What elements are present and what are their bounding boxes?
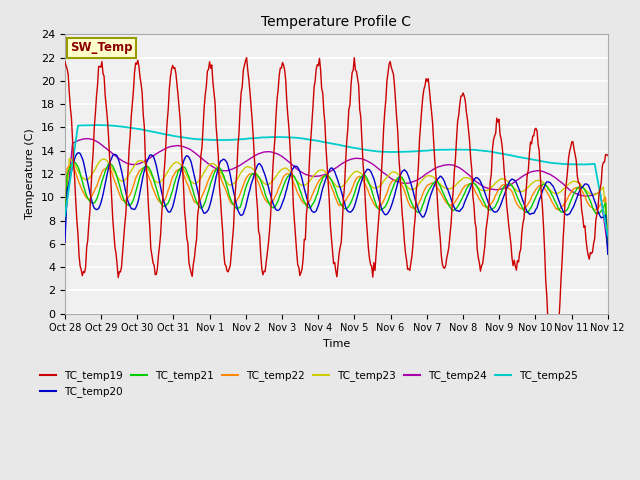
Line: TC_temp24: TC_temp24 [65, 139, 608, 248]
TC_temp23 [604, 239, 612, 245]
TC_temp21 [385, 195, 393, 201]
TC_temp24 [385, 174, 393, 180]
TC_temp22 [604, 240, 612, 246]
TC_temp19 [550, 374, 557, 380]
TC_temp19 [356, 107, 364, 112]
TC_temp25 [507, 153, 515, 158]
TC_temp25 [95, 122, 102, 128]
Line: TC_temp19: TC_temp19 [65, 58, 608, 377]
TC_temp25 [592, 167, 600, 173]
TC_temp20 [385, 208, 393, 214]
TC_temp25 [61, 213, 68, 219]
TC_temp19 [385, 61, 393, 67]
TC_temp24 [604, 245, 612, 251]
TC_temp24 [323, 170, 331, 176]
Line: TC_temp23: TC_temp23 [65, 159, 608, 242]
TC_temp20 [507, 177, 515, 183]
TC_temp20 [320, 182, 328, 188]
Line: TC_temp25: TC_temp25 [65, 125, 608, 236]
Line: TC_temp22: TC_temp22 [65, 165, 608, 243]
TC_temp20 [356, 184, 364, 190]
TC_temp20 [61, 240, 68, 245]
TC_temp21 [320, 174, 328, 180]
TC_temp21 [507, 182, 515, 188]
TC_temp25 [320, 139, 328, 145]
X-axis label: Time: Time [323, 339, 350, 349]
TC_temp20 [592, 201, 600, 207]
TC_temp21 [356, 176, 364, 182]
TC_temp23 [65, 156, 73, 162]
TC_temp19 [243, 55, 250, 60]
TC_temp23 [507, 182, 515, 188]
TC_temp21 [604, 243, 612, 249]
TC_temp24 [61, 221, 68, 227]
TC_temp24 [320, 172, 328, 178]
TC_temp22 [320, 173, 328, 179]
TC_temp25 [385, 149, 393, 155]
TC_temp19 [323, 162, 331, 168]
TC_temp23 [61, 224, 68, 230]
TC_temp19 [593, 212, 601, 217]
TC_temp25 [323, 140, 331, 145]
TC_temp21 [61, 229, 68, 235]
TC_temp23 [356, 169, 364, 175]
TC_temp23 [323, 171, 331, 177]
TC_temp19 [507, 241, 515, 247]
Text: SW_Temp: SW_Temp [70, 41, 133, 54]
TC_temp22 [61, 225, 68, 230]
TC_temp22 [67, 162, 74, 168]
TC_temp22 [323, 175, 331, 180]
TC_temp20 [323, 173, 331, 179]
TC_temp23 [592, 192, 600, 197]
TC_temp22 [356, 173, 364, 179]
TC_temp20 [604, 252, 612, 257]
TC_temp19 [61, 59, 68, 65]
TC_temp23 [320, 168, 328, 173]
TC_temp19 [320, 108, 328, 114]
TC_temp23 [385, 172, 393, 178]
TC_temp20 [76, 150, 83, 156]
TC_temp25 [356, 146, 364, 152]
TC_temp22 [507, 187, 515, 193]
TC_temp22 [592, 207, 600, 213]
Line: TC_temp21: TC_temp21 [65, 162, 608, 246]
TC_temp21 [70, 159, 77, 165]
TC_temp24 [592, 191, 600, 197]
Line: TC_temp20: TC_temp20 [65, 153, 608, 254]
Y-axis label: Temperature (C): Temperature (C) [26, 129, 35, 219]
TC_temp19 [604, 153, 612, 158]
TC_temp22 [385, 184, 393, 190]
TC_temp24 [84, 136, 92, 142]
Title: Temperature Profile C: Temperature Profile C [261, 15, 412, 29]
Legend: TC_temp19, TC_temp20, TC_temp21, TC_temp22, TC_temp23, TC_temp24, TC_temp25: TC_temp19, TC_temp20, TC_temp21, TC_temp… [36, 366, 582, 402]
TC_temp25 [604, 233, 612, 239]
TC_temp24 [507, 181, 515, 187]
TC_temp21 [592, 211, 600, 216]
TC_temp21 [323, 172, 331, 178]
TC_temp24 [356, 156, 364, 161]
